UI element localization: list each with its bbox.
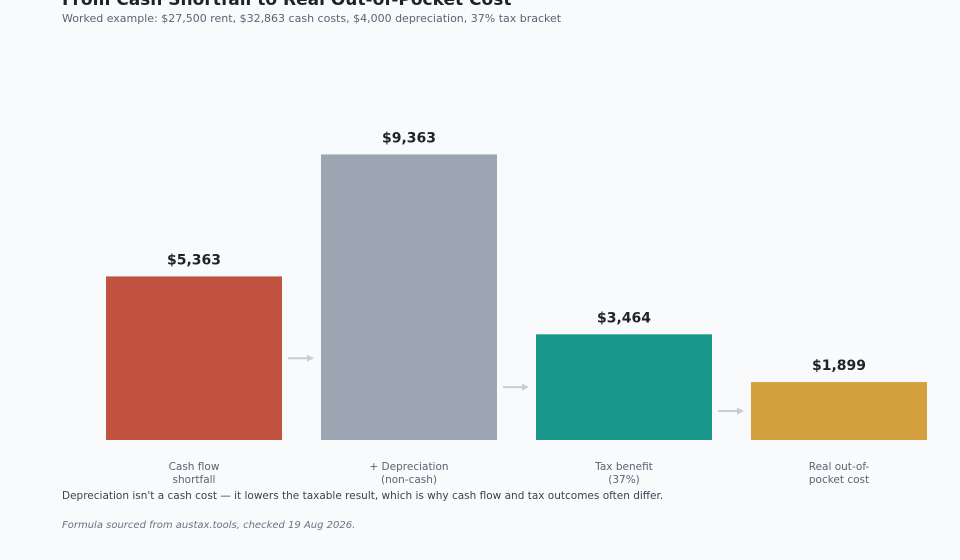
chart-title: From Cash Shortfall to Real Out-of-Pocke…	[62, 0, 512, 10]
category-label-1: Cash flow shortfall	[169, 461, 220, 486]
explanatory-note: Depreciation isn't a cash cost — it lowe…	[62, 490, 664, 502]
value-label-3: $3,464	[597, 310, 651, 326]
value-label-1: $5,363	[167, 252, 221, 268]
bar-3	[536, 334, 712, 440]
connector-arrowhead-3	[737, 407, 744, 415]
value-label-2: $9,363	[382, 130, 436, 146]
connector-arrowhead-2	[522, 383, 529, 391]
connector-arrowhead-1	[307, 354, 314, 362]
bar-1	[106, 276, 282, 440]
category-label-4: Real out-of-pocket cost	[809, 461, 870, 486]
value-label-4: $1,899	[812, 358, 866, 374]
bar-2	[321, 154, 497, 440]
category-label-3: Tax benefit (37%)	[594, 461, 653, 486]
source-note: Formula sourced from austax.tools, check…	[62, 520, 356, 531]
bar-4	[751, 382, 927, 440]
chart-subtitle: Worked example: $27,500 rent, $32,863 ca…	[62, 12, 562, 25]
category-label-2: + Depreciation (non-cash)	[369, 461, 448, 486]
